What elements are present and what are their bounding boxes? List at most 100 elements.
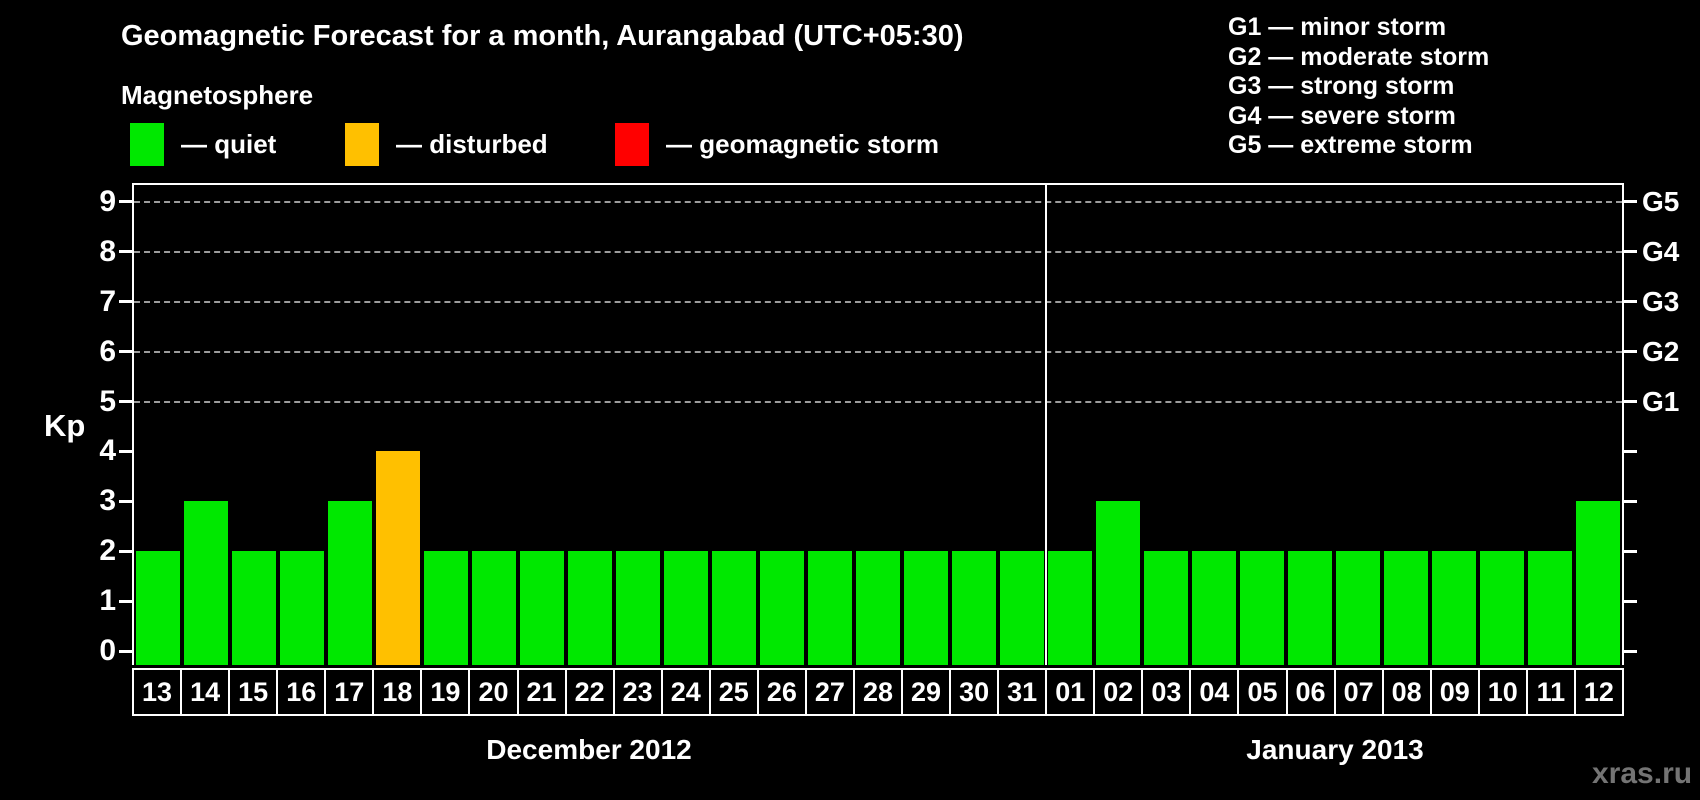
- g-scale-line: G5 — extreme storm: [1228, 131, 1473, 159]
- kp-bar: [952, 551, 996, 665]
- day-label-cell: 18: [372, 668, 423, 716]
- y-axis-title: Kp: [44, 408, 86, 443]
- day-label-cell: 02: [1093, 668, 1144, 716]
- kp-bar: [568, 551, 612, 665]
- g-scale-axis-label: G2: [1642, 335, 1680, 367]
- kp-bar: [712, 551, 756, 665]
- kp-bar: [184, 501, 228, 665]
- chart-title: Geomagnetic Forecast for a month, Aurang…: [121, 20, 964, 52]
- kp-bar: [1240, 551, 1284, 665]
- day-label-cell: 15: [228, 668, 279, 716]
- kp-gridline: [134, 400, 1622, 403]
- day-label-cell: 30: [949, 668, 1000, 716]
- kp-gridline: [134, 250, 1622, 253]
- legend-item-storm: — geomagnetic storm: [615, 123, 939, 166]
- day-label-cell: 08: [1381, 668, 1432, 716]
- day-label-cell: 22: [564, 668, 615, 716]
- g-scale-line: G3 — strong storm: [1228, 72, 1455, 100]
- kp-bar: [1096, 501, 1140, 665]
- g-scale-line: G1 — minor storm: [1228, 13, 1447, 41]
- day-label-cell: 05: [1237, 668, 1288, 716]
- month-label-december: December 2012: [486, 734, 692, 765]
- kp-bar: [1288, 551, 1332, 665]
- y-axis-tick: [119, 649, 132, 653]
- y-axis-tick-label: 1: [99, 584, 116, 618]
- kp-bar: [280, 551, 324, 665]
- y-axis-tick: [119, 250, 132, 254]
- day-label-cell: 29: [901, 668, 952, 716]
- kp-bar: [1576, 501, 1620, 665]
- y-axis-tick: [119, 400, 132, 403]
- y-axis-tick-label: 5: [99, 384, 116, 418]
- g-scale-axis-label: G3: [1642, 285, 1680, 317]
- day-label-cell: 04: [1189, 668, 1240, 716]
- watermark: xras.ru: [1592, 757, 1693, 790]
- y-axis-tick-label: 6: [99, 334, 116, 368]
- y-axis-tick: [119, 350, 132, 354]
- day-label-cell: 31: [997, 668, 1048, 716]
- y-axis-tick: [1624, 449, 1637, 453]
- day-label-cell: 11: [1525, 668, 1576, 716]
- legend-item-label: — geomagnetic storm: [666, 129, 940, 159]
- day-label-cell: 27: [804, 668, 855, 716]
- kp-bar: [424, 551, 468, 665]
- day-label-cell: 07: [1333, 668, 1384, 716]
- y-axis-tick: [119, 599, 132, 603]
- day-label-cell: 19: [420, 668, 471, 716]
- g-scale-axis-label: G5: [1642, 185, 1680, 217]
- kp-bar: [1528, 551, 1572, 665]
- y-axis-tick: [1624, 250, 1637, 254]
- y-axis-tick-label: 8: [99, 234, 116, 268]
- y-axis-tick-label: 3: [99, 484, 116, 518]
- kp-bar: [472, 551, 516, 665]
- kp-bar: [1144, 551, 1188, 665]
- g-scale-line: G4 — severe storm: [1228, 101, 1456, 130]
- y-axis-tick: [1624, 499, 1637, 503]
- g-scale-legend: G1 — minor storm G2 — moderate storm G3 …: [1228, 13, 1489, 161]
- day-label-cell: 17: [324, 668, 375, 716]
- y-axis-tick: [119, 449, 132, 453]
- kp-bar: [376, 451, 420, 665]
- day-label-cell: 21: [516, 668, 567, 716]
- day-label-cell: 12: [1573, 668, 1624, 716]
- legend-item-disturbed: — disturbed: [345, 123, 548, 166]
- y-axis-tick: [1624, 549, 1637, 553]
- day-label-cell: 06: [1285, 668, 1336, 716]
- day-axis: 13 14 15 16 17 18 19 20 21 22 23 24 25 26 27 28 29 30 31 01…: [132, 668, 1624, 716]
- storm-color-swatch: [615, 123, 649, 166]
- y-axis-tick: [119, 549, 132, 553]
- kp-bar: [328, 501, 372, 665]
- y-axis-tick: [1624, 200, 1637, 204]
- y-axis-tick-label: 2: [99, 534, 116, 568]
- day-label-cell: 10: [1477, 668, 1528, 716]
- kp-bar: [520, 551, 564, 665]
- kp-gridline: [134, 350, 1622, 353]
- y-axis-tick: [1624, 599, 1637, 603]
- legend-heading: Magnetosphere: [121, 80, 314, 110]
- y-axis-tick: [119, 200, 132, 204]
- day-label-cell: 16: [276, 668, 327, 716]
- kp-bar: [136, 551, 180, 665]
- y-axis-tick: [119, 499, 132, 503]
- legend-item-label: — disturbed: [396, 129, 548, 159]
- y-axis-tick-label: 9: [99, 184, 116, 218]
- kp-bar: [616, 551, 660, 665]
- day-label-cell: 14: [180, 668, 231, 716]
- day-label-cell: 25: [708, 668, 759, 716]
- kp-bar: [760, 551, 804, 665]
- y-axis-tick: [1624, 649, 1637, 653]
- kp-bar: [1480, 551, 1524, 665]
- y-axis-tick-label: 7: [99, 284, 116, 318]
- g-scale-line: G2 — moderate storm: [1228, 42, 1490, 71]
- kp-bar: [1384, 551, 1428, 665]
- day-label-cell: 20: [468, 668, 519, 716]
- month-separator-line: [1045, 185, 1047, 665]
- kp-gridline: [134, 200, 1622, 203]
- kp-bar: [808, 551, 852, 665]
- kp-bar: [1000, 551, 1044, 665]
- plot-area: 0 1 2 3 4 5 6 7 8 9 G1 G2 G3 G4 G5: [99, 183, 1679, 667]
- day-label-cell: 13: [132, 668, 183, 716]
- y-axis-tick-label: 4: [99, 434, 116, 468]
- day-label-cell: 23: [612, 668, 663, 716]
